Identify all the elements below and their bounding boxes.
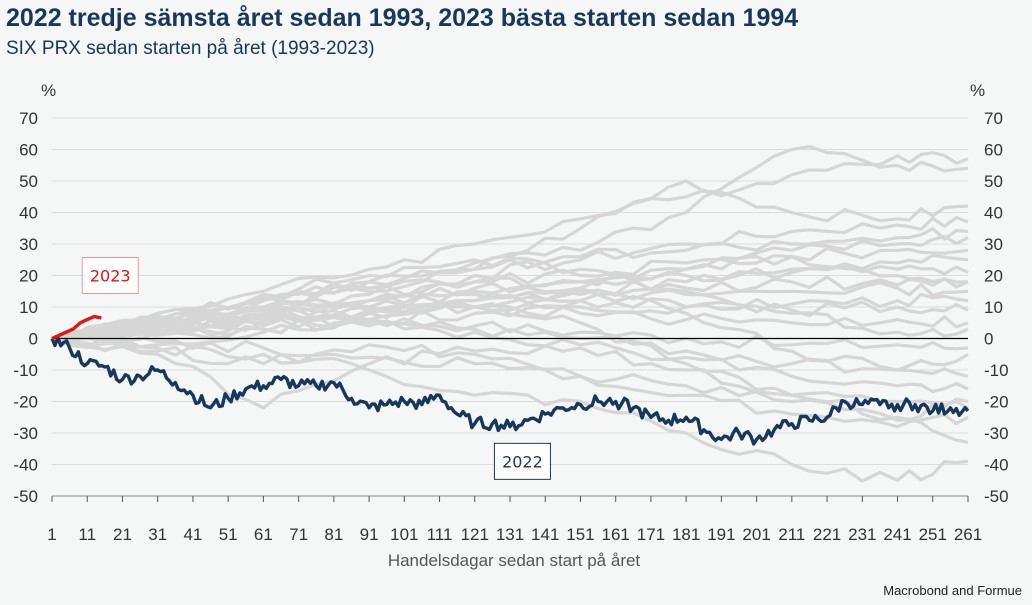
source-credit: Macrobond and Formue — [883, 583, 1022, 598]
y-tick-label-left: -20 — [13, 393, 38, 412]
y-tick-label-left: -50 — [13, 487, 38, 506]
x-tick-label: 151 — [566, 525, 594, 544]
highlight-series — [50, 314, 970, 446]
y-tick-label-right: 20 — [984, 267, 1003, 286]
y-tick-label-left: -10 — [13, 361, 38, 380]
x-tick-label: 241 — [883, 525, 911, 544]
series-line-2023 — [51, 314, 102, 341]
y-tick-label-right: -50 — [984, 487, 1009, 506]
x-axis-title: Handelsdagar sedan start på året — [388, 551, 641, 570]
x-tick-label: 41 — [183, 525, 202, 544]
y-axis-unit-right: % — [970, 81, 985, 100]
y-tick-label-right: 40 — [984, 204, 1003, 223]
x-tick-label: 261 — [954, 525, 982, 544]
y-tick-label-left: 10 — [19, 298, 38, 317]
y-tick-label-left: 50 — [19, 172, 38, 191]
x-tick-label: 51 — [219, 525, 238, 544]
x-tick-label: 251 — [919, 525, 947, 544]
y-tick-label-right: 10 — [984, 298, 1003, 317]
history-series-line — [51, 276, 969, 372]
y-axis-unit-left: % — [41, 81, 56, 100]
annotation-label-2023: 2023 — [90, 267, 131, 286]
y-tick-label-right: -40 — [984, 456, 1009, 475]
y-tick-label-right: -10 — [984, 361, 1009, 380]
annotation-label-2022: 2022 — [502, 452, 543, 471]
x-tick-label: 181 — [672, 525, 700, 544]
x-tick-label: 101 — [390, 525, 418, 544]
y-tick-label-left: 20 — [19, 267, 38, 286]
x-tick-label: 231 — [848, 525, 876, 544]
y-tick-label-right: 30 — [984, 235, 1003, 254]
y-tick-label-left: 0 — [29, 330, 38, 349]
history-series-line — [51, 336, 969, 410]
axes: 70 70 60 60 50 50 40 40 30 30 20 20 10 10 0 0 -10 -10 -20 -… — [13, 109, 1008, 544]
x-tick-label: 211 — [778, 525, 805, 544]
y-tick-label-left: 60 — [19, 141, 38, 160]
x-tick-label: 191 — [707, 525, 735, 544]
y-tick-label-right: -20 — [984, 393, 1009, 412]
x-tick-label: 71 — [289, 525, 308, 544]
x-tick-label: 111 — [427, 525, 453, 544]
history-series-line — [51, 227, 969, 341]
y-tick-label-left: 30 — [19, 235, 38, 254]
y-tick-label-left: 40 — [19, 204, 38, 223]
history-series-line — [51, 337, 969, 483]
y-tick-label-right: 70 — [984, 109, 1003, 128]
history-series-line — [51, 300, 969, 343]
y-tick-label-left: 70 — [19, 109, 38, 128]
history-series-line — [51, 336, 969, 444]
x-tick-label: 221 — [813, 525, 841, 544]
x-tick-label: 61 — [254, 525, 273, 544]
history-series-line — [51, 315, 969, 378]
historical-series — [51, 145, 969, 483]
series-line-2022 — [50, 336, 970, 446]
x-tick-label: 131 — [496, 525, 524, 544]
x-tick-label: 141 — [531, 525, 559, 544]
x-tick-label: 11 — [78, 525, 96, 544]
annotations: 2023 2022 — [81, 257, 551, 480]
chart-title: 2022 tredje sämsta året sedan 1993, 2023… — [6, 4, 799, 32]
y-tick-label-right: -30 — [984, 424, 1009, 443]
x-tick-label: 1 — [47, 525, 56, 544]
x-tick-label: 81 — [324, 525, 343, 544]
x-tick-label: 31 — [148, 525, 167, 544]
x-tick-label: 161 — [602, 525, 630, 544]
chart-subtitle: SIX PRX sedan starten på året (1993-2023… — [6, 38, 375, 59]
annotation-box — [81, 257, 139, 294]
x-tick-label: 121 — [461, 525, 489, 544]
annotation-box — [493, 442, 551, 480]
y-tick-label-right: 60 — [984, 141, 1003, 160]
history-series-line — [51, 307, 969, 351]
y-tick-label-left: -40 — [13, 456, 38, 475]
x-tick-label: 91 — [360, 525, 379, 544]
history-series-line — [51, 336, 969, 429]
x-tick-label: 201 — [742, 525, 770, 544]
history-series-line — [51, 256, 969, 340]
x-tick-label: 21 — [113, 525, 132, 544]
history-series-line — [51, 151, 969, 342]
y-tick-label-left: -30 — [13, 424, 38, 443]
history-series-line — [51, 246, 969, 341]
x-tick-label: 171 — [637, 525, 665, 544]
y-tick-label-right: 0 — [984, 330, 993, 349]
y-tick-label-right: 50 — [984, 172, 1003, 191]
